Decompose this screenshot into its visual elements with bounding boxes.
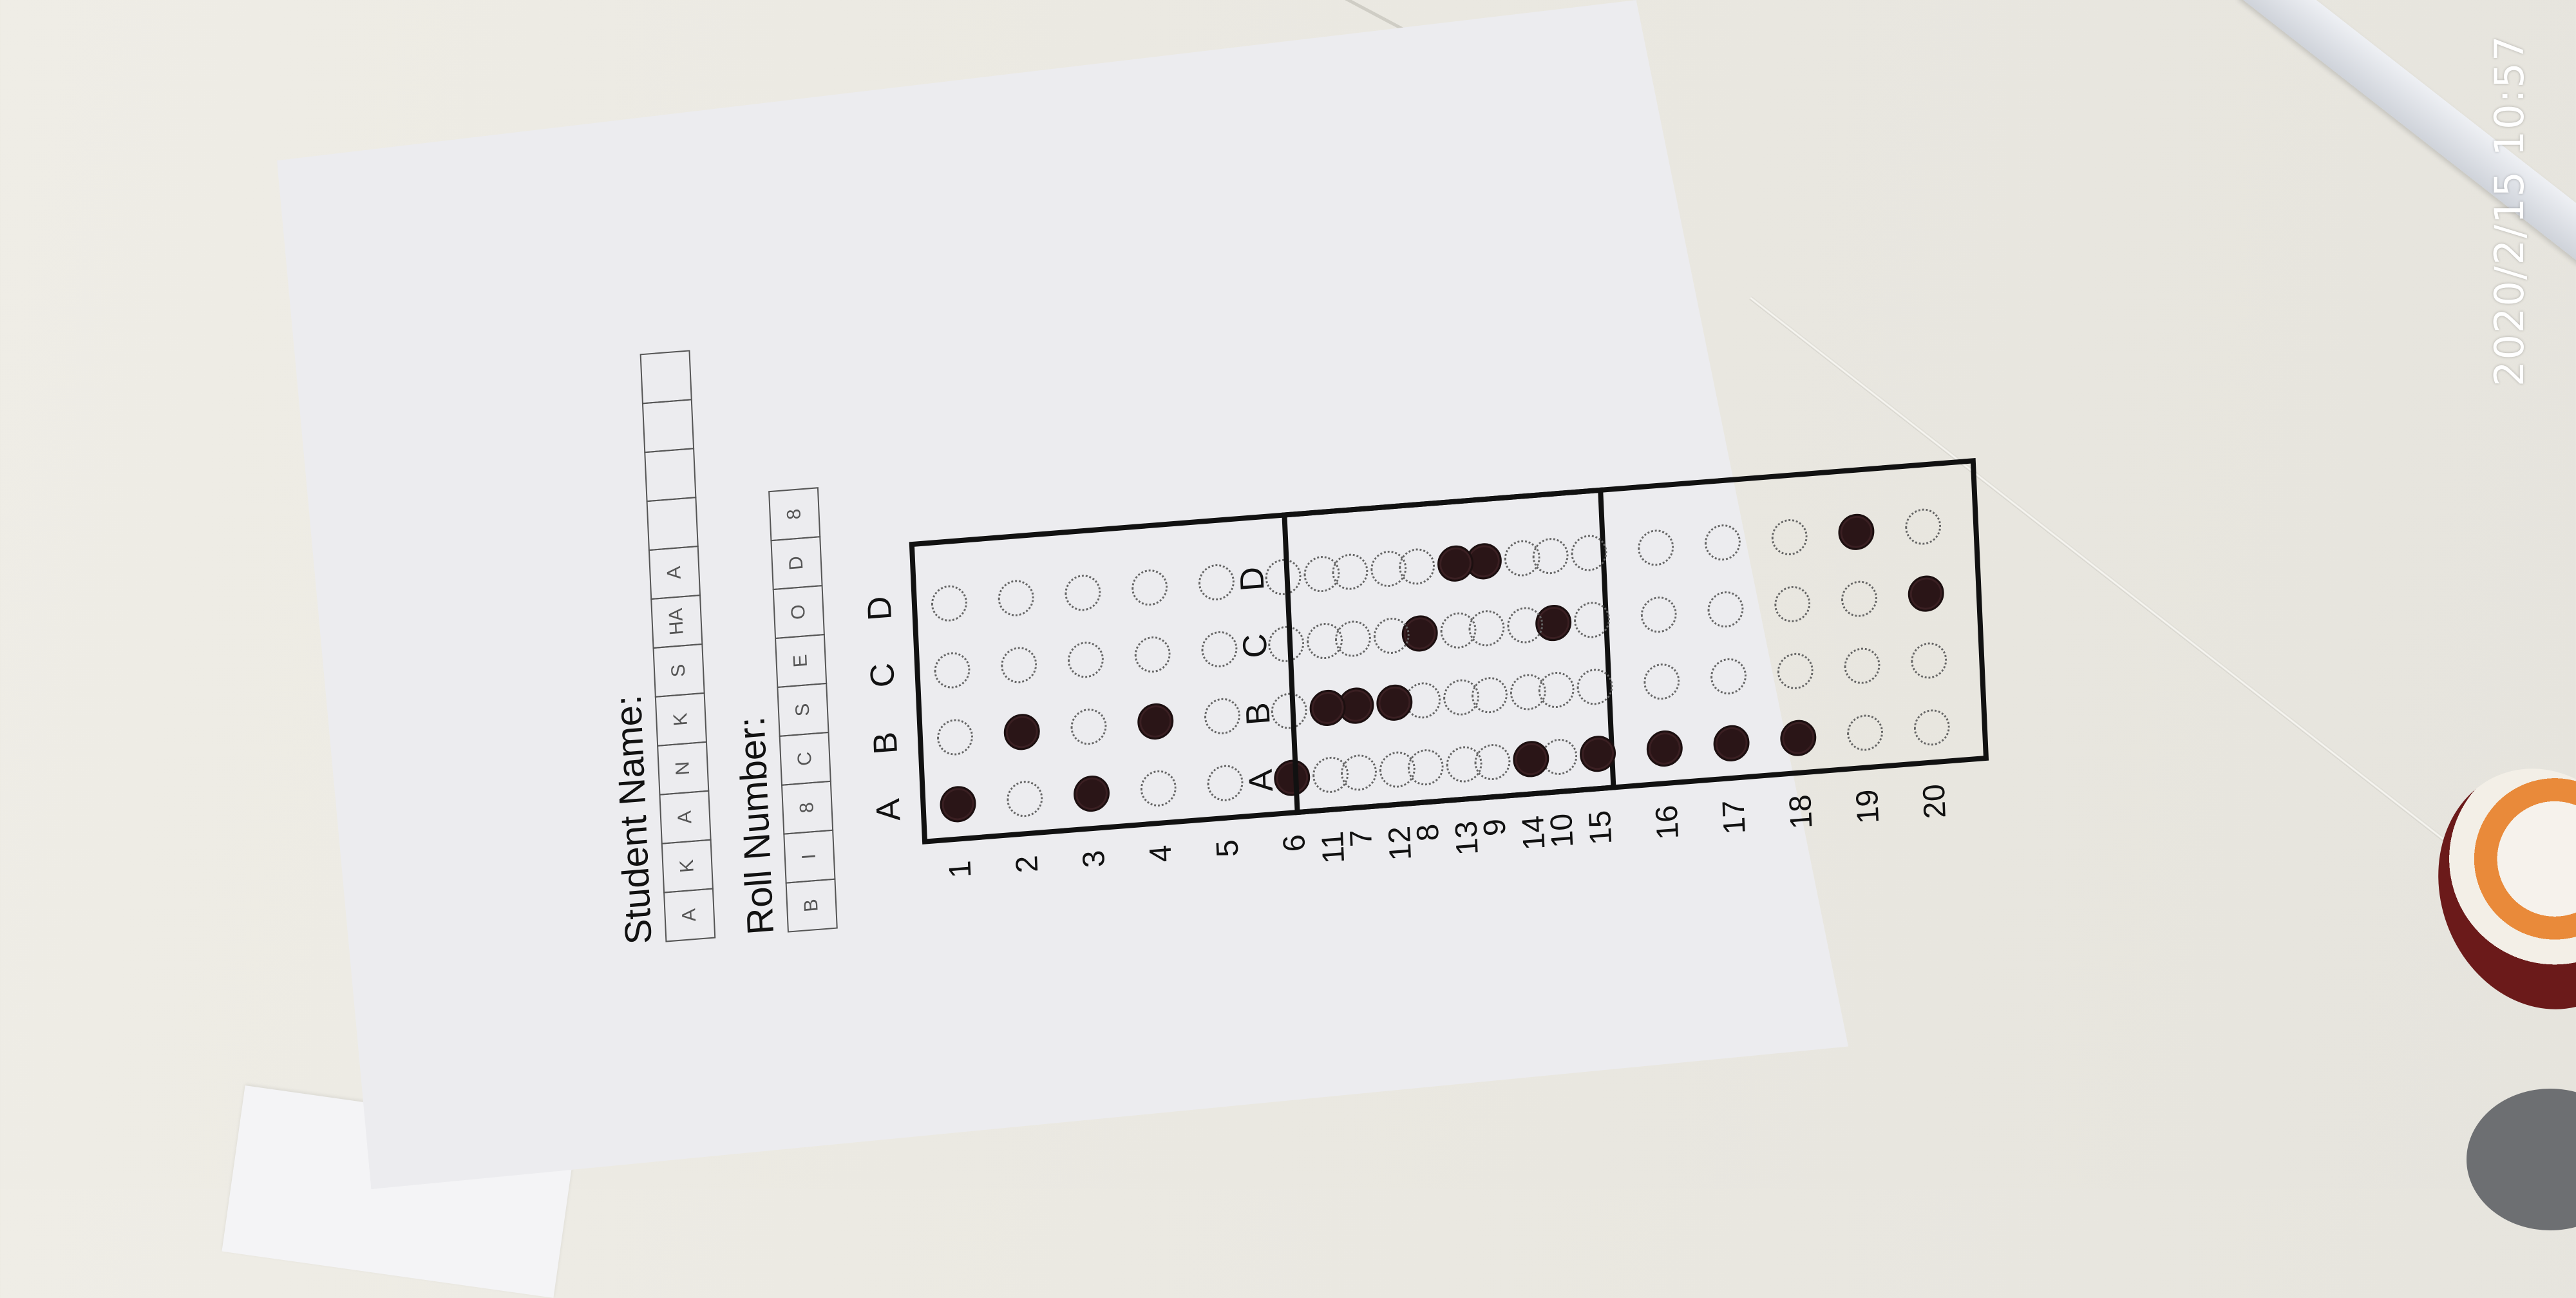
question-number: 3 <box>1076 848 1112 869</box>
question-number: 16 <box>1649 803 1685 841</box>
question-number: 1 <box>943 859 978 880</box>
char-box: I <box>783 829 836 884</box>
char-box: C <box>779 731 831 786</box>
char-box: K <box>654 692 708 747</box>
question-number: 14 <box>1516 814 1552 852</box>
choice-header: C <box>863 662 902 689</box>
char-box: D <box>770 536 823 591</box>
question-number: 20 <box>1917 783 1953 820</box>
char-box: 8 <box>768 487 821 542</box>
question-number: 2 <box>1010 854 1045 874</box>
question-number: 11 <box>1316 830 1352 865</box>
char-box <box>639 350 692 405</box>
photo-timestamp: 2020/2/15 10:57 <box>2486 34 2533 387</box>
question-number: 15 <box>1582 809 1619 846</box>
choice-header: B <box>866 730 905 756</box>
char-box: O <box>772 585 825 640</box>
student-name-label: Student Name: <box>607 693 660 946</box>
char-box: B <box>785 878 838 933</box>
choice-header: B <box>1239 701 1278 727</box>
char-box: N <box>657 741 710 796</box>
char-box <box>646 497 699 551</box>
question-number: 4 <box>1143 843 1179 864</box>
answer-sheet <box>277 0 1848 1189</box>
choice-header: D <box>860 595 899 622</box>
choice-header: C <box>1236 632 1275 660</box>
char-box <box>641 399 695 453</box>
question-number: 19 <box>1850 788 1886 825</box>
char-box <box>644 448 697 502</box>
choice-header: D <box>1233 565 1272 593</box>
question-number: 6 <box>1277 833 1312 854</box>
char-box: A <box>663 888 716 942</box>
grey-object <box>2467 1089 2576 1230</box>
choice-header: A <box>869 797 908 823</box>
question-number: 13 <box>1449 819 1485 857</box>
char-box: S <box>777 682 829 737</box>
char-box: HA <box>650 594 703 649</box>
char-box: 8 <box>781 780 834 835</box>
question-number: 17 <box>1716 798 1752 836</box>
char-box: E <box>775 633 828 689</box>
glove <box>2405 738 2576 1040</box>
char-box: A <box>648 546 701 600</box>
char-box: K <box>661 839 714 893</box>
question-number: 5 <box>1210 838 1245 859</box>
char-box: A <box>659 790 712 845</box>
char-box: S <box>652 643 705 698</box>
roll-number-label: Roll Number: <box>730 715 782 937</box>
choice-header: A <box>1242 768 1281 794</box>
question-number: 18 <box>1783 793 1819 831</box>
question-number: 12 <box>1382 825 1418 863</box>
